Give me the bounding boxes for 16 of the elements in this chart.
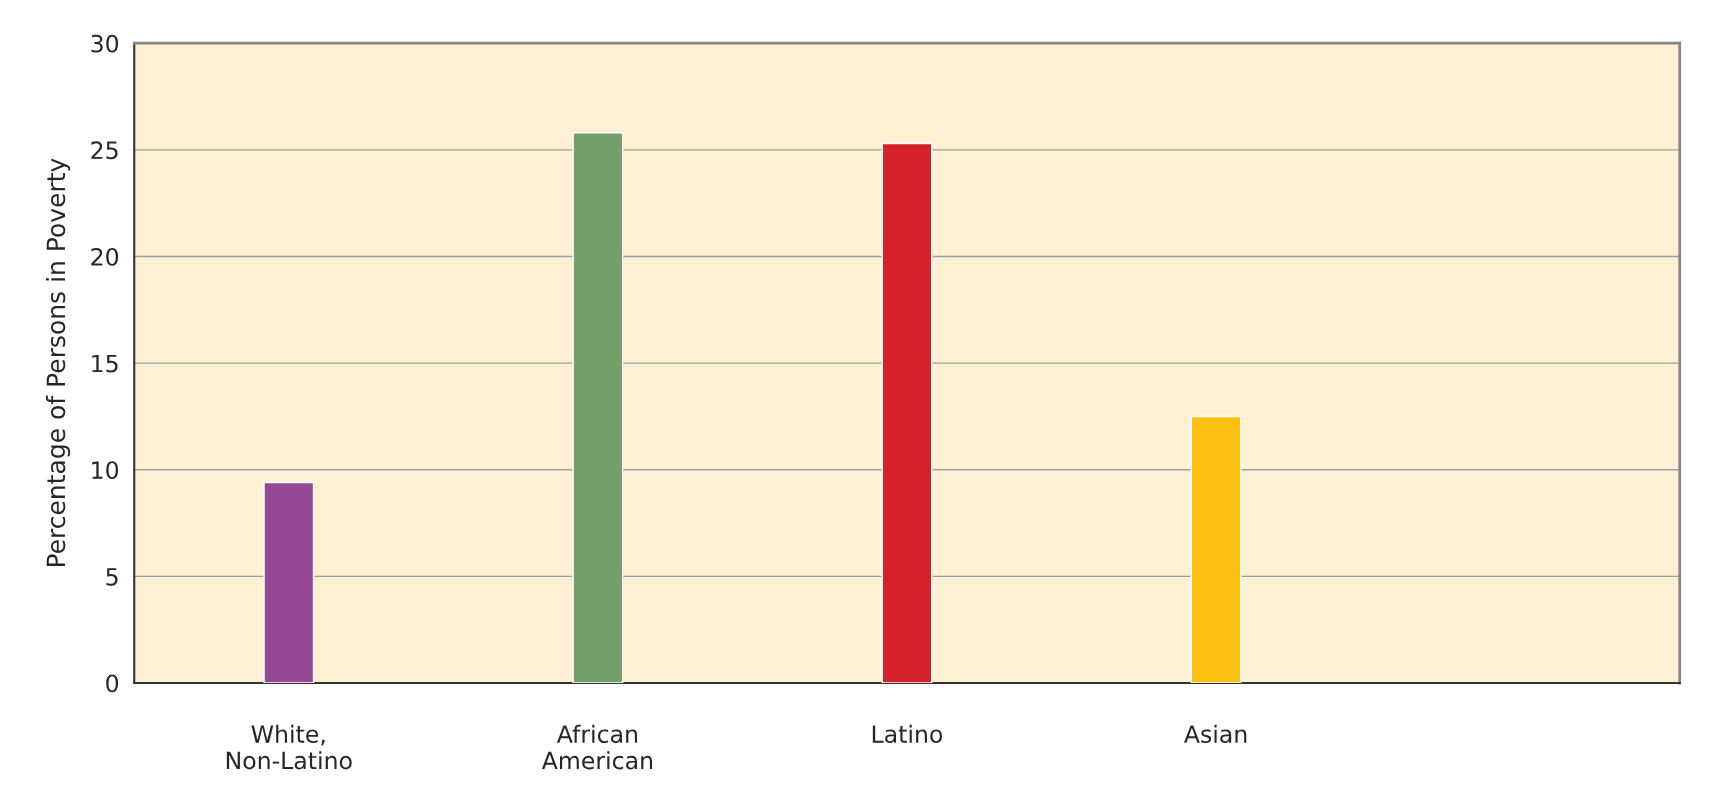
y-tick-label: 25: [91, 141, 118, 160]
x-tick-label: African American: [541, 724, 653, 770]
y-tick-label: 30: [91, 34, 119, 53]
y-tick-label: 10: [92, 461, 119, 480]
y-tick-label: 5: [106, 568, 118, 586]
y-tick-label: 0: [106, 674, 119, 693]
x-tick-label: White, Non-Latino: [226, 724, 352, 770]
bar: [881, 142, 933, 684]
bar: [263, 481, 315, 684]
y-tick-label: 15: [92, 354, 118, 373]
bar: [572, 132, 624, 684]
x-tick-label: Latino: [872, 724, 943, 743]
y-tick-label: 20: [91, 247, 119, 266]
x-tick-label: Asian: [1184, 724, 1247, 743]
bar: [1190, 415, 1242, 684]
y-axis-title: Percentage of Persons in Poverty: [45, 158, 71, 567]
